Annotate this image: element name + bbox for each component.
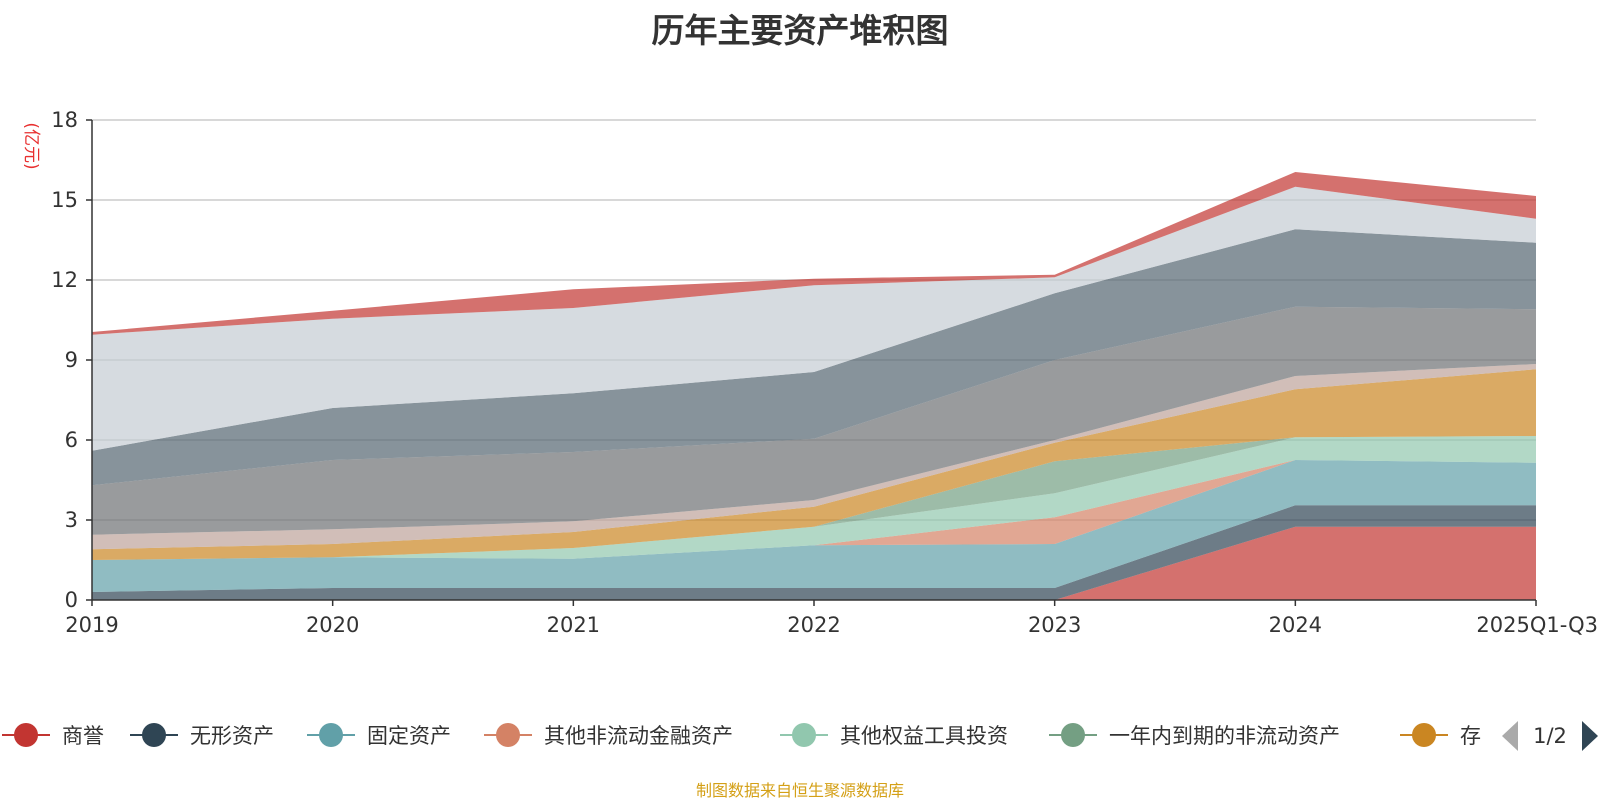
y-tick-label: 18: [51, 108, 78, 132]
y-tick-label: 9: [65, 348, 78, 372]
legend-prev-page-icon[interactable]: [1502, 721, 1518, 751]
chart-title: 历年主要资产堆积图: [651, 11, 949, 50]
y-tick-label: 6: [65, 428, 78, 452]
legend-circle-icon: [14, 723, 38, 747]
legend-item[interactable]: 其他非流动金融资产: [484, 723, 733, 748]
y-tick-label: 12: [51, 268, 78, 292]
x-tick-label: 2019: [65, 613, 118, 637]
y-axis-unit-label: (亿元): [21, 122, 41, 169]
area-series-10: [92, 186, 1536, 451]
x-tick-label: 2020: [306, 613, 359, 637]
legend-label: 无形资产: [190, 724, 274, 748]
legend-circle-icon: [1412, 723, 1436, 747]
legend-item[interactable]: 商誉: [2, 723, 104, 748]
legend-circle-icon: [1061, 723, 1085, 747]
legend-page-indicator: 1/2: [1533, 724, 1567, 748]
area-series-1: [92, 505, 1536, 600]
legend-label: 存: [1460, 724, 1481, 748]
legend-circle-icon: [142, 723, 166, 747]
x-tick-label: 2022: [787, 613, 840, 637]
x-tick-label: 2025Q1-Q3: [1476, 613, 1598, 637]
legend-item[interactable]: 一年内到期的非流动资产: [1049, 723, 1340, 748]
area-series-9: [92, 229, 1536, 486]
x-tick-label: 2024: [1269, 613, 1322, 637]
legend-circle-icon: [496, 723, 520, 747]
legend-label: 商誉: [62, 724, 104, 748]
area-series-7: [92, 364, 1536, 550]
area-series-8: [92, 306, 1536, 535]
x-tick-label: 2023: [1028, 613, 1081, 637]
area-series-2: [92, 460, 1536, 592]
y-tick-label: 3: [65, 508, 78, 532]
y-tick-label: 15: [51, 188, 78, 212]
legend-item[interactable]: 固定资产: [307, 723, 451, 748]
legend-label: 其他非流动金融资产: [544, 724, 733, 748]
area-series-6: [92, 369, 1536, 560]
y-tick-label: 0: [65, 588, 78, 612]
legend-circle-icon: [792, 723, 816, 747]
axes: 0 3 6 9 12 15 18 2019 2020 2021 2022 2023 2024 2025Q1…: [21, 108, 1598, 637]
legend-circle-icon: [319, 723, 343, 747]
legend-item[interactable]: 无形资产: [130, 723, 274, 748]
legend-item[interactable]: 其他权益工具投资: [780, 723, 1008, 748]
legend-next-page-icon[interactable]: [1582, 721, 1598, 751]
area-series-0: [92, 526, 1536, 600]
data-source-note: 制图数据来自恒生聚源数据库: [695, 781, 904, 800]
legend-label: 其他权益工具投资: [840, 724, 1008, 748]
legend-label: 一年内到期的非流动资产: [1109, 724, 1340, 748]
legend-label: 固定资产: [367, 724, 451, 748]
stacked-areas: [92, 172, 1536, 600]
area-series-11: [92, 172, 1536, 335]
area-series-4: [92, 436, 1536, 560]
legend-item[interactable]: 存: [1400, 723, 1481, 748]
x-tick-label: 2021: [547, 613, 600, 637]
legend: 商誉 无形资产 固定资产 其他非流动金融资产 其他权益工具投资 一年内到期的非流动资产 存 1…: [2, 721, 1598, 751]
